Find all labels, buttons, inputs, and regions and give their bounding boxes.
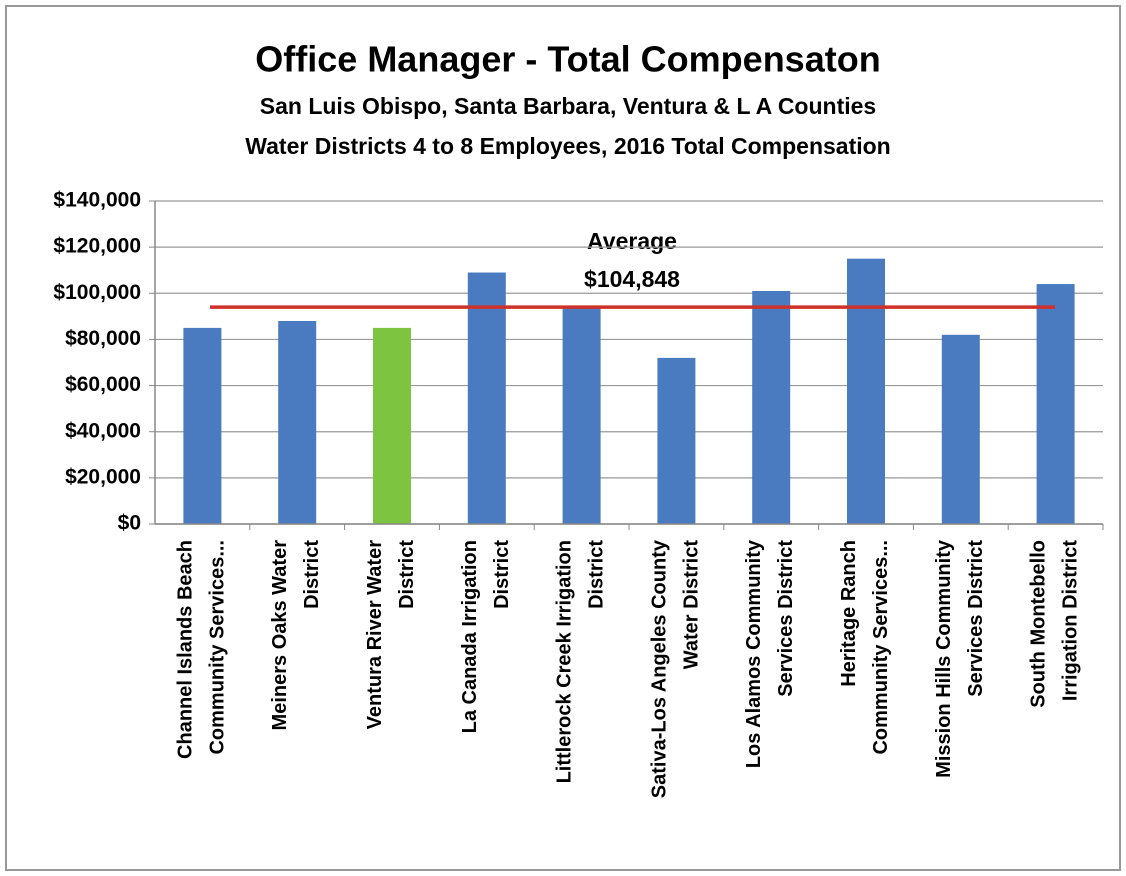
bar — [752, 290, 791, 524]
x-tick-label: Sativa-Los Angeles County Water District — [649, 539, 703, 798]
y-tick-label: $100,000 — [53, 281, 141, 304]
annotation: Average — [587, 228, 677, 254]
bar — [847, 258, 885, 524]
bar — [562, 307, 601, 524]
x-tick-label: Heritage Ranch Community Services... — [838, 540, 892, 755]
y-tick-label: $140,000 — [53, 189, 141, 212]
x-tick-label: South Montebello Irrigation District — [1028, 540, 1082, 708]
x-tick-label: Ventura River Water District — [364, 540, 418, 730]
chart-subtitle: Water Districts 4 to 8 Employees, 2016 T… — [245, 133, 890, 159]
chart-title: Office Manager - Total Compensaton — [255, 39, 880, 80]
x-tick-label: La Canada Irrigation District — [459, 540, 513, 734]
y-tick-label: $80,000 — [65, 327, 141, 350]
y-tick-label: $40,000 — [65, 419, 141, 442]
annotation: $104,848 — [584, 266, 680, 292]
x-tick-label: Meiners Oaks Water District — [269, 540, 323, 731]
y-tick-label: $20,000 — [65, 465, 141, 488]
bar — [373, 327, 411, 524]
bar — [278, 320, 317, 524]
bar — [1036, 284, 1075, 524]
x-tick-label: Mission Hills Community Services District — [933, 539, 987, 778]
bar — [941, 334, 980, 524]
x-tick-label: Littlerock Creek Irrigation District — [554, 540, 608, 784]
y-tick-label: $60,000 — [65, 373, 141, 396]
chart-subtitle: San Luis Obispo, Santa Barbara, Ventura … — [260, 93, 876, 119]
x-tick-label: Channel Islands Beach Community Services.… — [175, 540, 229, 759]
bar — [467, 272, 506, 524]
bar — [183, 327, 222, 524]
x-tick-label: Los Alamos Community Services District — [743, 539, 797, 768]
y-tick-label: $120,000 — [53, 235, 141, 258]
bar — [657, 357, 696, 524]
y-tick-label: $0 — [118, 512, 141, 535]
